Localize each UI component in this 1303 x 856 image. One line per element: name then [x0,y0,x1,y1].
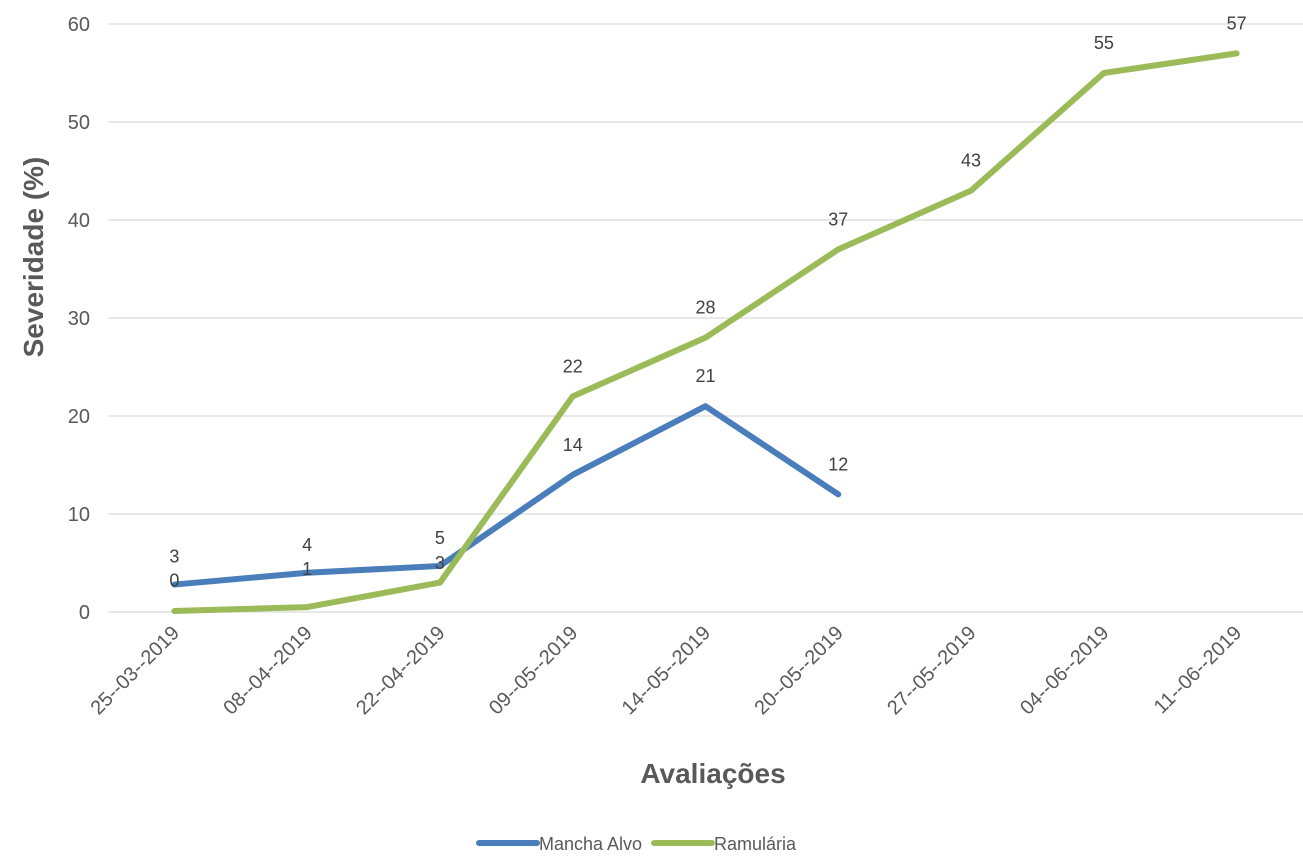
x-tick-label: 08--04--2019 [219,622,316,719]
series-lines [171,50,1240,615]
data-label: 21 [695,366,715,386]
data-label: 3 [435,553,445,573]
y-tick-label: 30 [68,308,90,330]
data-label: 55 [1094,33,1114,53]
gridlines [108,23,1303,613]
data-label: 12 [828,454,848,474]
x-tick-label: 22--04--2019 [352,622,449,719]
x-tick-label: 27--05--2019 [883,622,980,719]
x-tick-label: 20--05--2019 [750,622,847,719]
y-tick-label: 0 [79,602,90,624]
y-tick-label: 60 [68,14,90,36]
y-axis-ticks: 0 10 20 30 40 50 60 [68,14,90,624]
x-axis-ticks: 25--03--2019 08--04--2019 22--04--2019 09--… [87,622,1247,719]
x-tick-label: 11--06--2019 [1150,622,1246,718]
y-tick-label: 10 [68,504,90,526]
data-label: 28 [695,298,715,318]
data-label: 3 [169,547,179,567]
y-tick-label: 20 [68,406,90,428]
legend-label: Ramulária [714,834,797,854]
legend-label: Mancha Alvo [539,834,642,854]
data-label: 43 [961,151,981,171]
x-tick-label: 14--05--2019 [618,622,715,719]
x-tick-label: 04--06--2019 [1016,622,1113,719]
y-axis-title: Severidade (%) [18,157,49,358]
data-label: 57 [1227,13,1247,33]
x-tick-label: 09--05--2019 [485,622,582,719]
x-axis-title: Avaliações [640,758,785,789]
data-label: 37 [828,209,848,229]
data-label: 5 [435,528,445,548]
data-label: 22 [563,356,583,376]
x-tick-label: 25--03--2019 [87,622,184,719]
data-labels: 0 1 3 22 28 37 43 55 57 3 4 5 14 21 12 [169,13,1246,590]
legend: Mancha Alvo Ramulária [476,834,797,854]
data-label: 0 [169,571,179,591]
data-label: 1 [302,559,312,579]
y-tick-label: 40 [68,210,90,232]
series-line-1 [171,50,1240,615]
data-label: 4 [302,535,312,555]
series-line-0 [171,403,842,588]
data-label: 14 [563,435,583,455]
y-tick-label: 50 [68,112,90,134]
